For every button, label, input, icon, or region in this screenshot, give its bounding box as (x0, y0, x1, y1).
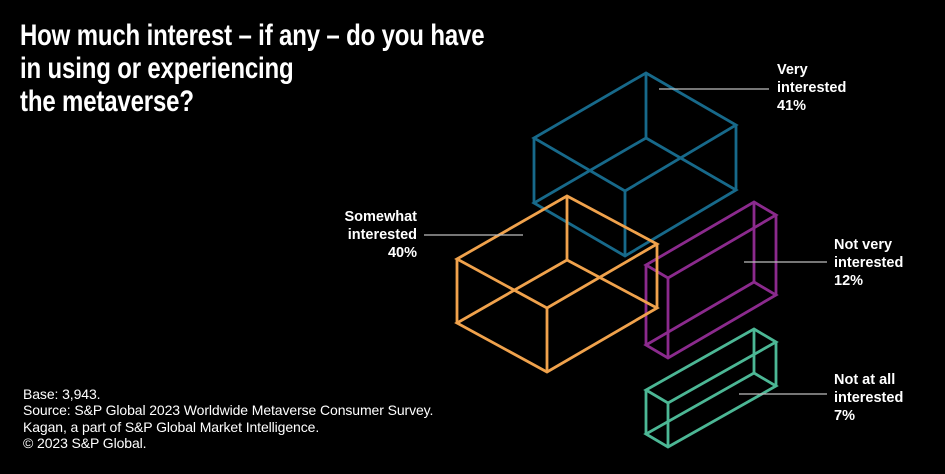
box-top-face (643, 200, 779, 280)
source-note: Source: S&P Global 2023 Worldwide Metave… (23, 402, 434, 419)
value-label: 12% (834, 273, 864, 289)
copyright-note: © 2023 S&P Global. (23, 434, 147, 451)
chart-title-line-3: the metaverse? (20, 85, 194, 118)
label-not-at-all-interested: Not at all interested 7% (834, 371, 903, 425)
box-vertical-edges (644, 329, 778, 447)
wireframe-box-very-interested (531, 71, 739, 258)
category-label-line: interested (777, 80, 847, 96)
chart-title-line-1: How much interest – if any – do you have (20, 19, 485, 52)
category-label-line: interested (347, 227, 417, 243)
kagan-note: Kagan, a part of S&P Global Market Intel… (23, 418, 320, 435)
box-bottom-face (643, 280, 779, 360)
label-very-interested: Very interested 41% (777, 61, 846, 115)
base-note: Base: 3,943. (23, 386, 101, 402)
wireframe-box-not-very-interested (643, 200, 779, 360)
category-label-line: Very (777, 62, 808, 78)
wireframe-box-not-at-all-interested (643, 327, 779, 449)
box-bottom-face (643, 371, 779, 449)
category-label-line: Not at all (834, 372, 896, 388)
category-label-line: Somewhat (344, 209, 417, 225)
chart-title-line-2: in using or experiencing (20, 52, 294, 85)
label-not-very-interested: Not very interested 12% (834, 236, 903, 290)
box-vertical-edges (644, 202, 778, 358)
box-vertical-edges (532, 73, 738, 256)
source-notes: Base: 3,943. Source: S&P Global 2023 Wor… (23, 386, 433, 451)
category-label-line: interested (834, 390, 904, 406)
chart-title: How much interest – if any – do you have… (20, 19, 485, 118)
box-vertical-edges (455, 196, 659, 372)
value-label: 40% (387, 245, 417, 261)
box-top-face (643, 327, 779, 405)
wireframe-box-somewhat-interested (454, 194, 660, 374)
category-label-line: interested (834, 255, 904, 271)
label-somewhat-interested: Somewhat interested 40% (344, 208, 417, 262)
value-label: 41% (777, 98, 807, 114)
category-label-line: Not very (834, 237, 893, 253)
value-label: 7% (834, 408, 855, 424)
